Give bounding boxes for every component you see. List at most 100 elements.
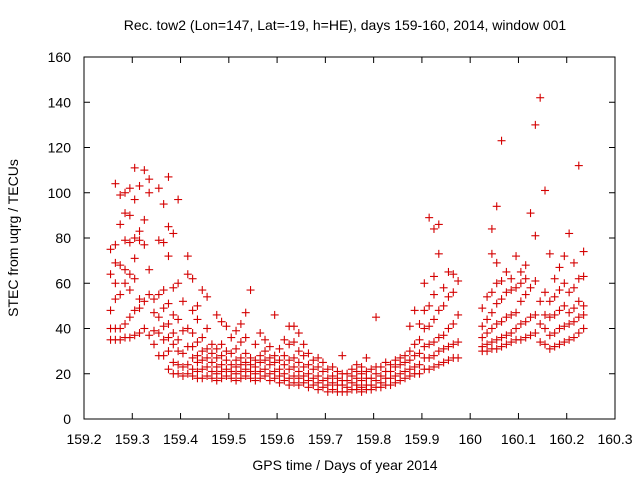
data-point [357,362,366,371]
data-point [338,351,347,360]
y-tick-label: 60 [55,275,71,291]
data-point [149,308,158,317]
data-point [135,304,144,313]
data-point [280,335,289,344]
data-point [541,186,550,195]
data-point [265,342,274,351]
data-point [396,353,405,362]
data-point [454,276,463,285]
data-point [449,288,458,297]
data-point [265,376,274,385]
data-point [516,335,525,344]
data-point [121,209,130,218]
data-point [429,338,438,347]
data-point [159,335,168,344]
data-point [217,351,226,360]
data-point [497,333,506,342]
data-point [497,317,506,326]
data-point [174,335,183,344]
data-point [217,340,226,349]
data-point [164,319,173,328]
data-point [241,358,250,367]
data-point [309,374,318,383]
data-point [478,322,487,331]
data-point [429,272,438,281]
data-point [521,290,530,299]
data-point [130,306,139,315]
data-point [178,349,187,358]
data-point [227,360,236,369]
data-point [116,220,125,229]
data-point [444,356,453,365]
data-point [227,374,236,383]
data-point [449,319,458,328]
data-point [125,313,134,322]
data-point [531,329,540,338]
data-point [352,381,361,390]
data-point [275,372,284,381]
data-point [410,351,419,360]
y-tick-label: 80 [55,230,71,246]
data-point [569,304,578,313]
data-point [289,378,298,387]
data-point [449,340,458,349]
data-point [111,295,120,304]
data-point [232,369,241,378]
data-point [164,365,173,374]
data-point [425,301,434,310]
data-point [217,367,226,376]
data-point [483,292,492,301]
data-point [178,326,187,335]
data-point [275,344,284,353]
data-point [270,367,279,376]
data-point [178,372,187,381]
data-point [130,163,139,172]
data-point [135,236,144,245]
data-point [169,358,178,367]
x-tick-label: 159.6 [260,431,295,447]
data-point [579,247,588,256]
data-point [579,310,588,319]
data-point [444,324,453,333]
data-point [502,267,511,276]
data-point [574,274,583,283]
data-point [415,335,424,344]
data-point [367,374,376,383]
data-point [405,347,414,356]
data-point [560,279,569,288]
data-point [285,340,294,349]
data-point [217,360,226,369]
data-point [536,297,545,306]
data-point [362,367,371,376]
data-point [130,195,139,204]
data-point [212,362,221,371]
data-point [323,387,332,396]
data-point [574,313,583,322]
data-point [236,367,245,376]
data-point [420,324,429,333]
data-point [425,365,434,374]
data-point [386,381,395,390]
data-point [526,331,535,340]
data-point [261,356,270,365]
data-point [217,374,226,383]
data-point [405,372,414,381]
data-point [396,376,405,385]
data-point [164,222,173,231]
data-point [275,356,284,365]
data-point [251,376,260,385]
data-point [531,276,540,285]
data-point [130,234,139,242]
data-point [304,376,313,385]
data-point [357,376,366,385]
data-point [289,372,298,381]
data-point [125,211,134,220]
data-point [487,288,496,297]
data-point [251,369,260,378]
data-point [256,367,265,376]
data-point [434,333,443,342]
data-point [212,310,221,319]
data-point [516,279,525,288]
x-tick-label: 159.5 [211,431,246,447]
data-point [536,338,545,347]
